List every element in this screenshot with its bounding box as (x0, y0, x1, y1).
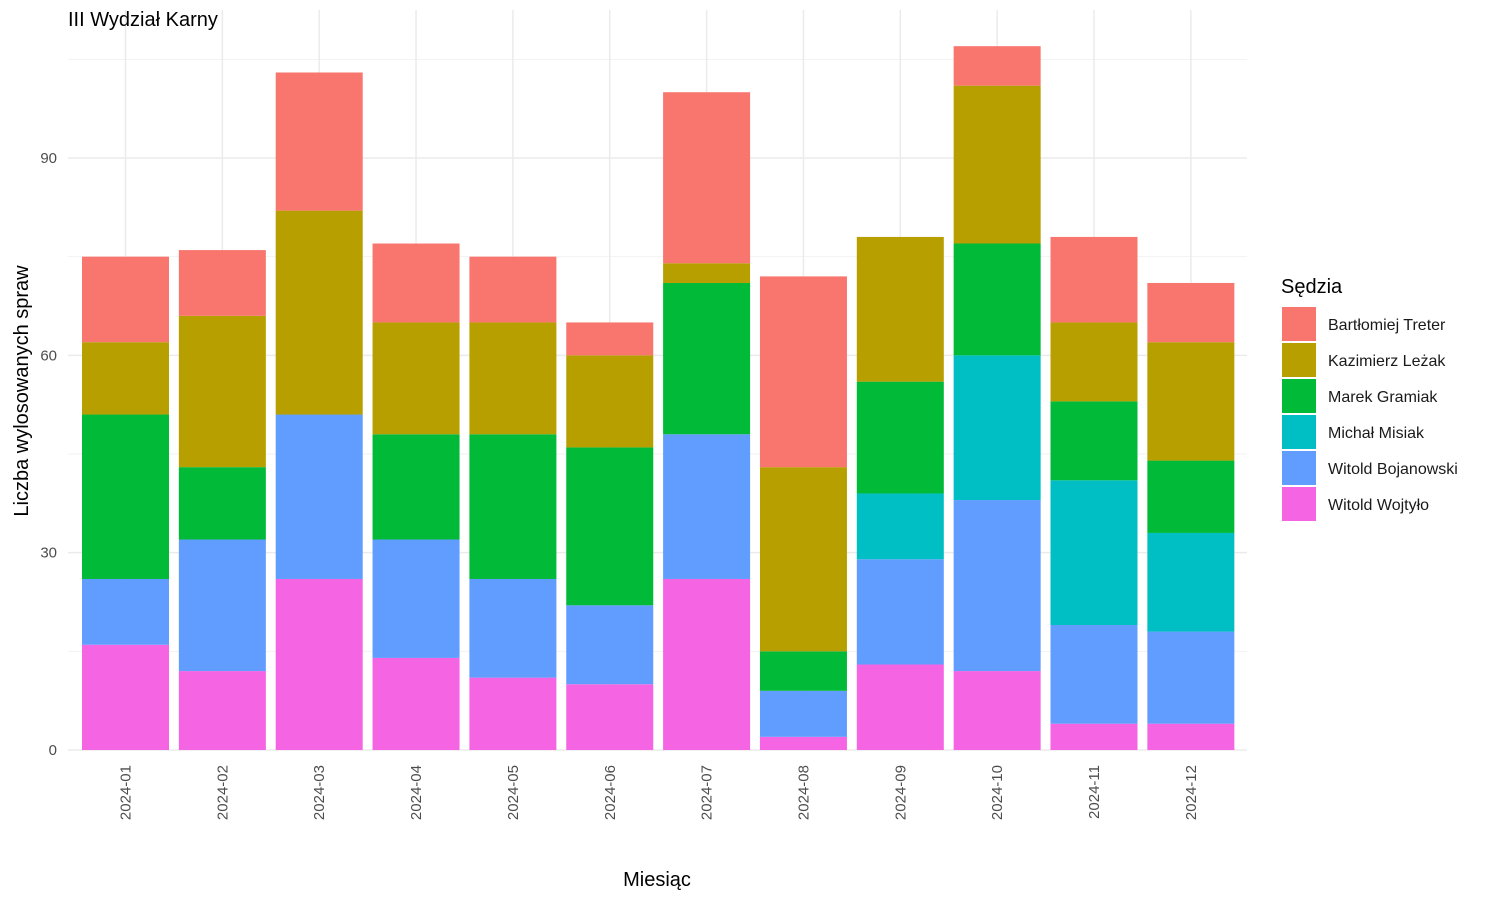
x-tick-label: 2024-01 (118, 765, 135, 820)
legend-label: Kazimierz Leżak (1328, 353, 1446, 370)
bar-segment (469, 434, 557, 579)
bar-segment (856, 236, 944, 382)
bar-segment (566, 684, 654, 750)
legend-key (1282, 415, 1316, 449)
bar-segment (372, 243, 460, 323)
bar-segment (1147, 282, 1235, 343)
y-axis-title: Liczba wylosowanych spraw (11, 265, 33, 517)
bar-segment (469, 256, 557, 323)
bar-segment (275, 210, 363, 415)
legend-label: Witold Wojtyło (1328, 497, 1429, 514)
x-tick-label: 2024-09 (892, 765, 909, 820)
x-tick-label: 2024-04 (408, 765, 425, 820)
bars (82, 46, 1235, 750)
y-tick-label: 0 (49, 742, 57, 759)
bar-segment (372, 434, 460, 540)
y-tick-label: 30 (40, 545, 57, 562)
bar-segment (1050, 322, 1138, 402)
y-tick-label: 90 (40, 150, 57, 167)
x-tick-label: 2024-02 (214, 765, 231, 820)
legend: Sędzia Bartłomiej Treter Kazimierz Leżak M… (1281, 276, 1458, 521)
bar-segment (275, 414, 363, 579)
bar-segment (178, 539, 266, 672)
x-tick-label: 2024-05 (505, 765, 522, 820)
bar-segment (82, 342, 169, 415)
bar-segment (953, 500, 1041, 672)
y-tick-label: 60 (40, 347, 57, 364)
bar-segment (663, 434, 751, 579)
bar-segment (566, 605, 654, 685)
x-axis-ticks: 2024-01 2024-02 2024-03 2024-04 2024-05 2024-… (118, 765, 1200, 820)
x-tick-label: 2024-08 (795, 765, 812, 820)
bar-segment (1147, 631, 1235, 724)
bar-segment (1147, 342, 1235, 461)
legend-key (1282, 451, 1316, 485)
bar-segment (953, 85, 1041, 244)
legend-label: Bartłomiej Treter (1328, 317, 1446, 334)
bar-segment (663, 92, 751, 264)
legend-key (1282, 487, 1316, 521)
bar-segment (663, 263, 751, 283)
bar-segment (82, 578, 169, 645)
bar-segment (469, 322, 557, 435)
bar-segment (759, 690, 847, 737)
legend-key (1282, 307, 1316, 341)
bar-segment (178, 671, 266, 750)
bar-segment (178, 467, 266, 540)
bar-segment (82, 414, 169, 579)
bar-segment (856, 559, 944, 665)
legend-label: Marek Gramiak (1328, 389, 1438, 406)
bar-segment (856, 493, 944, 560)
bar-segment (178, 315, 266, 468)
bar-segment (372, 657, 460, 750)
bar-segment (759, 276, 847, 468)
bar-segment (856, 664, 944, 750)
bar-segment (1050, 625, 1138, 724)
bar-segment (759, 467, 847, 652)
x-tick-label: 2024-07 (699, 765, 716, 820)
bar-segment (275, 72, 363, 211)
y-axis-ticks: 0 30 60 90 (40, 150, 57, 759)
bar-segment (663, 282, 751, 435)
legend-key (1282, 379, 1316, 413)
x-axis-title: Miesiąc (623, 869, 691, 891)
chart-title: III Wydział Karny (68, 9, 218, 31)
x-tick-label: 2024-03 (311, 765, 328, 820)
bar-segment (1050, 723, 1138, 750)
bar-segment (759, 736, 847, 750)
bar-segment (953, 46, 1041, 86)
x-tick-label: 2024-11 (1086, 765, 1103, 819)
bar-segment (566, 447, 654, 606)
bar-segment (275, 578, 363, 750)
bar-segment (469, 677, 557, 750)
bar-segment (953, 671, 1041, 750)
bar-segment (953, 243, 1041, 356)
bar-segment (953, 355, 1041, 501)
bar-segment (566, 322, 654, 356)
x-tick-label: 2024-12 (1183, 765, 1200, 820)
bar-segment (82, 644, 169, 750)
bar-segment (82, 256, 169, 343)
bar-segment (1147, 532, 1235, 632)
bar-segment (759, 651, 847, 691)
bar-segment (1147, 460, 1235, 533)
bar-segment (856, 381, 944, 494)
bar-segment (1050, 401, 1138, 481)
bar-segment (372, 322, 460, 435)
bar-segment (566, 355, 654, 448)
legend-label: Michał Misiak (1328, 425, 1425, 442)
x-tick-label: 2024-10 (989, 765, 1006, 820)
bar-segment (1050, 480, 1138, 626)
bar-segment (663, 578, 751, 750)
bar-segment (1147, 723, 1235, 750)
bar-segment (372, 539, 460, 658)
bar-segment (469, 578, 557, 678)
legend-key (1282, 343, 1316, 377)
bar-segment (1050, 236, 1138, 323)
legend-title: Sędzia (1281, 276, 1343, 298)
x-tick-label: 2024-06 (602, 765, 619, 820)
legend-label: Witold Bojanowski (1328, 461, 1458, 478)
bar-segment (178, 250, 266, 316)
